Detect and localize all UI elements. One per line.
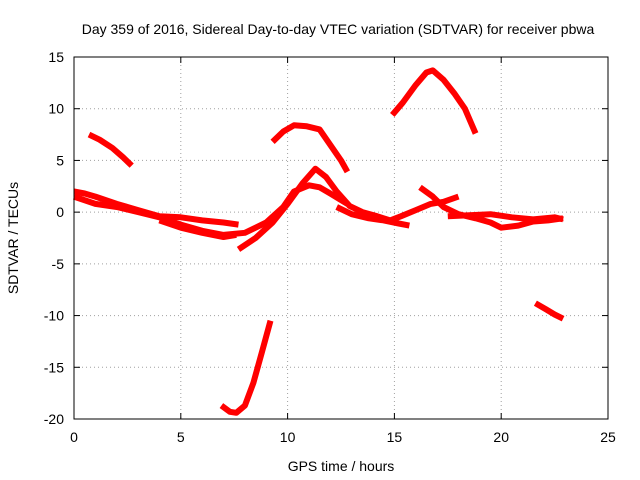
y-tick-label: -10: [44, 308, 64, 324]
series-line-arc-5: [236, 165, 460, 252]
y-tick-label: 10: [48, 101, 64, 117]
x-tick-label: 25: [600, 429, 616, 445]
y-tick-label: 0: [56, 204, 64, 220]
data-series: [73, 67, 565, 416]
y-tick-label: -5: [52, 256, 65, 272]
series-line-arc-9: [418, 184, 564, 231]
series-line-arc-4: [158, 217, 237, 240]
y-tick-label: 5: [56, 152, 64, 168]
series-line-arc-2: [73, 188, 239, 228]
series-line-arc-10: [447, 211, 564, 223]
y-axis-label: SDTVAR / TECUs: [5, 182, 21, 294]
series-line-arc-7: [270, 122, 351, 174]
x-tick-label: 0: [70, 429, 78, 445]
plot-frame: [73, 56, 609, 420]
axis-ticks: 0 5 10 15 20 25 -20 -15 -10 -5 0 5 10 15: [44, 49, 616, 445]
y-tick-label: -15: [44, 359, 64, 375]
grid-lines: [74, 57, 608, 419]
chart-title: Day 359 of 2016, Sidereal Day-to-day VTE…: [82, 21, 595, 37]
x-tick-label: 10: [280, 429, 296, 445]
x-tick-label: 5: [177, 429, 185, 445]
series-line-arc-1: [87, 131, 134, 168]
series-line-arc-6: [219, 319, 274, 416]
y-tick-label: -20: [44, 411, 64, 427]
series-line-arc-11: [390, 67, 479, 135]
x-axis-label: GPS time / hours: [288, 458, 395, 474]
x-tick-label: 20: [493, 429, 509, 445]
y-tick-label: 15: [48, 49, 64, 65]
series-line-arc-12: [533, 300, 565, 322]
series-line-arc-8: [335, 204, 410, 229]
x-tick-label: 15: [387, 429, 403, 445]
series-line-arc-3: [73, 182, 349, 238]
